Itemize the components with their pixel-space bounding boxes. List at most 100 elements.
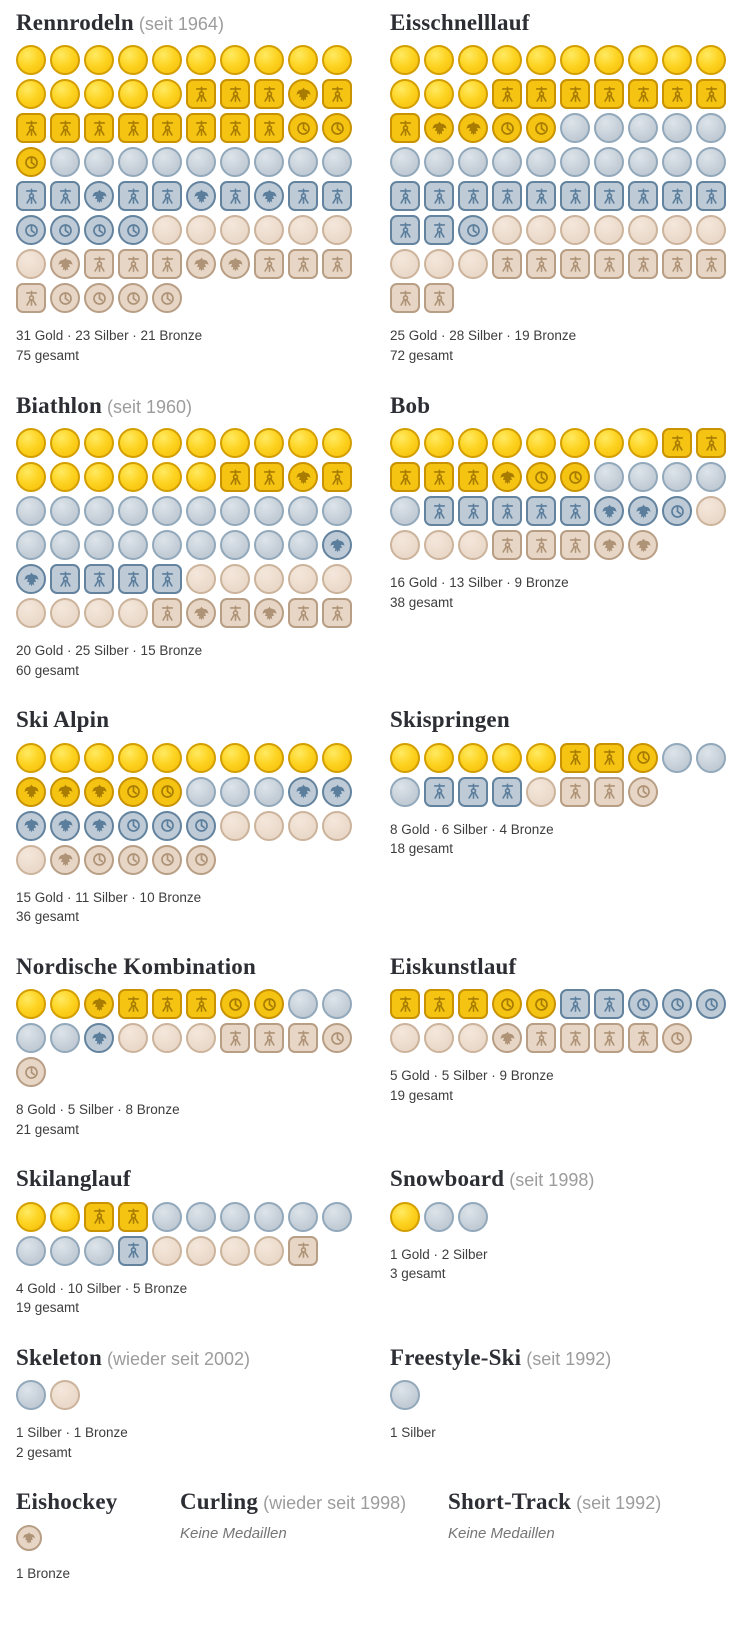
medal-bronze-plain-icon: [322, 810, 352, 841]
medal-gold-plain-icon: [458, 742, 488, 773]
sport-since-label: (seit 1964): [133, 14, 224, 34]
medal-bronze-united-icon: [118, 283, 148, 314]
medal-silver-plain-icon: [322, 1201, 352, 1232]
sport-name: Biathlon: [16, 392, 102, 418]
medal-gold-gdr-icon: [458, 989, 488, 1020]
medal-gold-gdr-icon: [152, 989, 182, 1020]
medal-gold-gdr-icon: [84, 113, 114, 144]
medal-silver-plain-icon: [220, 147, 250, 178]
medal-bronze-plain-icon: [424, 249, 454, 280]
medal-silver-plain-icon: [84, 496, 114, 526]
section-bob: Bob 16 Gold · 13 Silber · 9 Bronze 38 gesa…: [390, 393, 730, 681]
medal-silver-plain-icon: [696, 147, 726, 178]
medal-bronze-gdr-icon: [662, 249, 692, 280]
medal-gold-gdr-icon: [594, 79, 624, 110]
medal-gold-gdr-icon: [186, 113, 216, 144]
medal-gold-plain-icon: [84, 45, 114, 76]
medal-summary-line: 15 Gold · 11 Silber · 10 Bronze: [16, 889, 202, 905]
medal-bronze-gdr-icon: [254, 1023, 284, 1054]
medal-gold-plain-icon: [322, 45, 352, 76]
sport-since-label: (wieder seit 1998): [258, 1493, 407, 1514]
medal-gold-plain-icon: [84, 428, 114, 458]
medal-chart-grid: Rennrodeln (seit 1964) 31 Gold · 23 Silbe…: [16, 10, 730, 1489]
medal-bronze-eagle-icon: [220, 249, 250, 280]
medal-bronze-plain-icon: [254, 564, 284, 594]
medal-gold-plain-icon: [220, 428, 250, 458]
medal-gold-gdr-icon: [220, 79, 250, 110]
medal-silver-plain-icon: [254, 1201, 284, 1232]
medal-silver-gdr-icon: [390, 215, 420, 246]
sport-name: Short-Track: [448, 1489, 572, 1515]
sport-name: Rennrodeln: [16, 10, 134, 35]
medal-bronze-eagle-icon: [16, 1524, 42, 1551]
medal-bronze-gdr-icon: [628, 1023, 658, 1054]
medal-bronze-eagle-icon: [254, 598, 284, 628]
medal-silver-gdr-icon: [152, 181, 182, 212]
medal-summary-line: 8 Gold · 6 Silber · 4 Bronze: [390, 821, 554, 837]
section-freestyle-ski: Freestyle-Ski (seit 1992) 1 Silber: [390, 1345, 730, 1463]
medal-gold-plain-icon: [16, 79, 46, 110]
medal-silver-plain-icon: [16, 496, 46, 526]
medal-bronze-plain-icon: [16, 249, 46, 280]
medal-gold-plain-icon: [628, 45, 658, 76]
medal-grid: [16, 742, 360, 879]
medal-gold-plain-icon: [50, 1201, 80, 1232]
medal-gold-gdr-icon: [186, 989, 216, 1020]
medal-silver-gdr-icon: [424, 496, 454, 526]
medal-gold-plain-icon: [118, 45, 148, 76]
medal-bronze-plain-icon: [458, 249, 488, 280]
medal-bronze-plain-icon: [152, 1235, 182, 1266]
medal-silver-gdr-icon: [526, 181, 556, 212]
medal-bronze-plain-icon: [152, 1023, 182, 1054]
medal-gold-plain-icon: [50, 428, 80, 458]
sport-since-label: (seit 1992): [521, 1348, 612, 1369]
medal-gold-plain-icon: [50, 742, 80, 773]
medal-silver-plain-icon: [628, 113, 658, 144]
medal-grid: [16, 1201, 360, 1270]
medal-gold-plain-icon: [118, 428, 148, 458]
medal-bronze-united-icon: [152, 844, 182, 875]
medal-bronze-plain-icon: [118, 1023, 148, 1054]
medal-gold-gdr-icon: [220, 462, 250, 492]
medal-silver-gdr-icon: [492, 181, 522, 212]
medal-silver-plain-icon: [50, 147, 80, 178]
medal-silver-plain-icon: [288, 530, 318, 560]
medal-silver-eagle-icon: [322, 776, 352, 807]
medal-bronze-united-icon: [50, 283, 80, 314]
medal-total-line: 2 gesamt: [16, 1444, 72, 1460]
medal-silver-plain-icon: [594, 113, 624, 144]
medal-silver-plain-icon: [594, 147, 624, 178]
medal-silver-plain-icon: [424, 1201, 454, 1232]
medal-bronze-gdr-icon: [560, 1023, 590, 1054]
medal-bronze-gdr-icon: [322, 249, 352, 280]
medal-summary: 15 Gold · 11 Silber · 10 Bronze 36 gesamt: [16, 888, 390, 927]
medal-silver-plain-icon: [16, 1235, 46, 1266]
section-skeleton: Skeleton (wieder seit 2002) 1 Silber · 1 …: [16, 1345, 390, 1463]
medal-silver-plain-icon: [186, 776, 216, 807]
medal-gold-plain-icon: [492, 45, 522, 76]
bottom-row: Eishockey 1 Bronze Curling (wieder seit 19…: [16, 1489, 730, 1610]
medal-gold-eagle-icon: [288, 462, 318, 492]
medal-silver-plain-icon: [390, 776, 420, 807]
section-title: Biathlon (seit 1960): [16, 393, 390, 419]
medal-bronze-plain-icon: [220, 810, 250, 841]
medal-bronze-gdr-icon: [220, 598, 250, 628]
medal-gold-plain-icon: [560, 45, 590, 76]
medal-silver-plain-icon: [220, 530, 250, 560]
medal-silver-gdr-icon: [696, 181, 726, 212]
medal-total-line: 19 gesamt: [16, 1300, 80, 1316]
medal-bronze-gdr-icon: [560, 530, 590, 560]
medal-silver-united-icon: [16, 215, 46, 246]
medal-silver-plain-icon: [560, 147, 590, 178]
medal-summary-line: 31 Gold · 23 Silber · 21 Bronze: [16, 328, 203, 344]
medal-total-line: 36 gesamt: [16, 909, 80, 925]
medal-summary: 5 Gold · 5 Silber · 9 Bronze 19 gesamt: [390, 1066, 730, 1105]
sport-name: Bob: [390, 392, 431, 418]
medal-gold-plain-icon: [50, 989, 80, 1020]
medal-silver-plain-icon: [118, 496, 148, 526]
medal-gold-plain-icon: [458, 428, 488, 458]
medal-silver-united-icon: [152, 810, 182, 841]
medal-gold-plain-icon: [186, 45, 216, 76]
medal-gold-gdr-icon: [186, 79, 216, 110]
medal-gold-plain-icon: [696, 45, 726, 76]
